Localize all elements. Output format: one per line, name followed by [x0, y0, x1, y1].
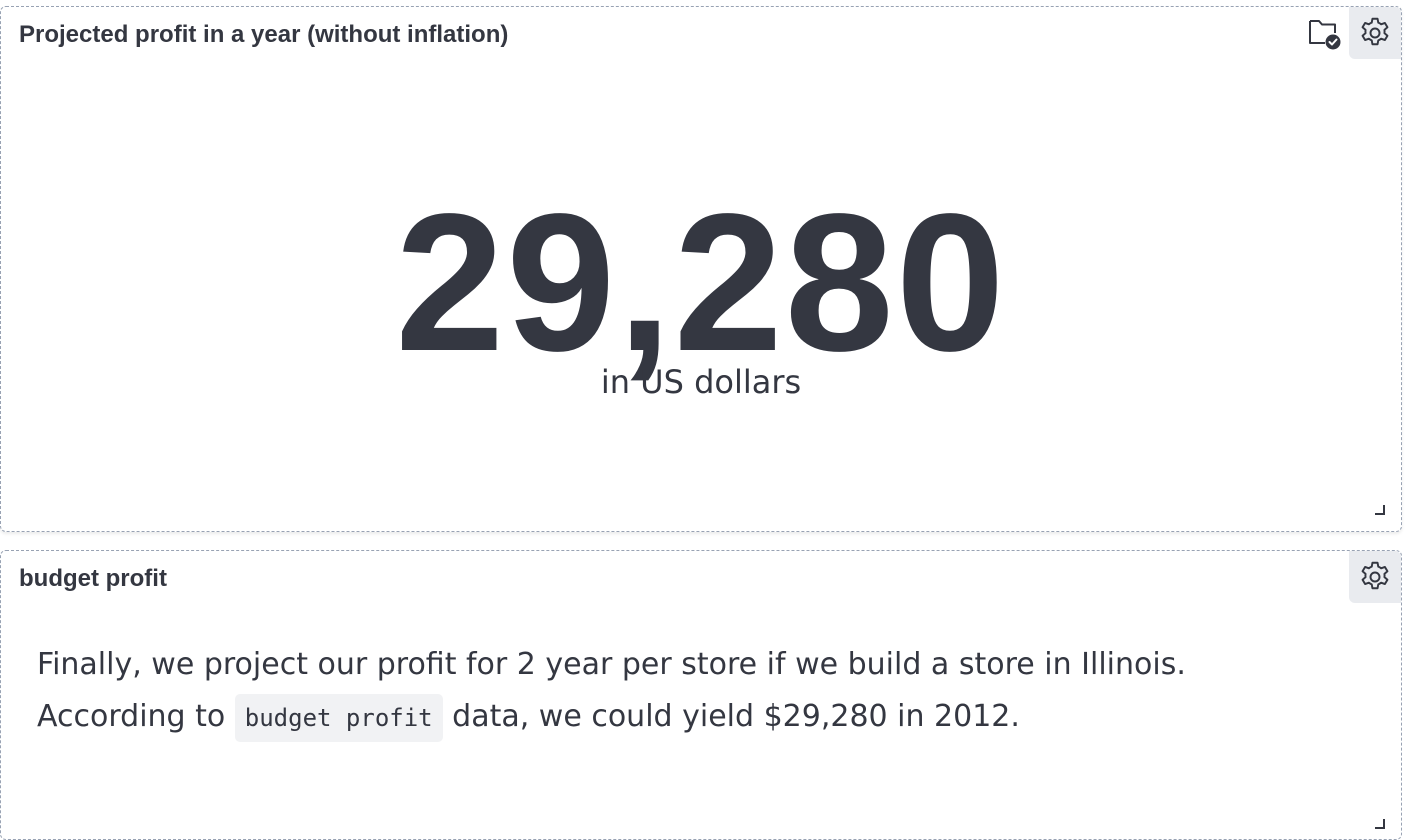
text-segment: data, we could yield $29,280 in 2012. — [442, 699, 1020, 734]
markdown-content: Finally, we project our profit for 2 yea… — [37, 639, 1361, 744]
metric-subtitle: in US dollars — [600, 363, 802, 401]
metric-panel: Projected profit in a year (without infl… — [0, 6, 1402, 532]
text-segment: According to — [37, 699, 235, 734]
panel-title: Projected profit in a year (without infl… — [19, 21, 509, 48]
panel-title: budget profit — [19, 565, 167, 592]
resize-handle[interactable] — [1375, 819, 1385, 829]
gear-icon[interactable] — [1349, 551, 1401, 603]
inline-code: budget profit — [234, 694, 443, 742]
markdown-line-1: Finally, we project our profit for 2 yea… — [37, 647, 1186, 682]
markdown-line-2: According to budget profit data, we coul… — [37, 691, 1361, 744]
folder-check-icon[interactable] — [1299, 8, 1349, 58]
metric: 29,280 in US dollars — [1, 173, 1401, 402]
panel-actions — [1299, 7, 1401, 59]
markdown-panel: budget profit Finally, we project our pr… — [0, 550, 1402, 840]
gear-icon[interactable] — [1349, 7, 1401, 59]
panel-actions — [1349, 551, 1401, 603]
resize-handle[interactable] — [1375, 505, 1385, 515]
metric-value: 29,280 — [395, 173, 1007, 392]
